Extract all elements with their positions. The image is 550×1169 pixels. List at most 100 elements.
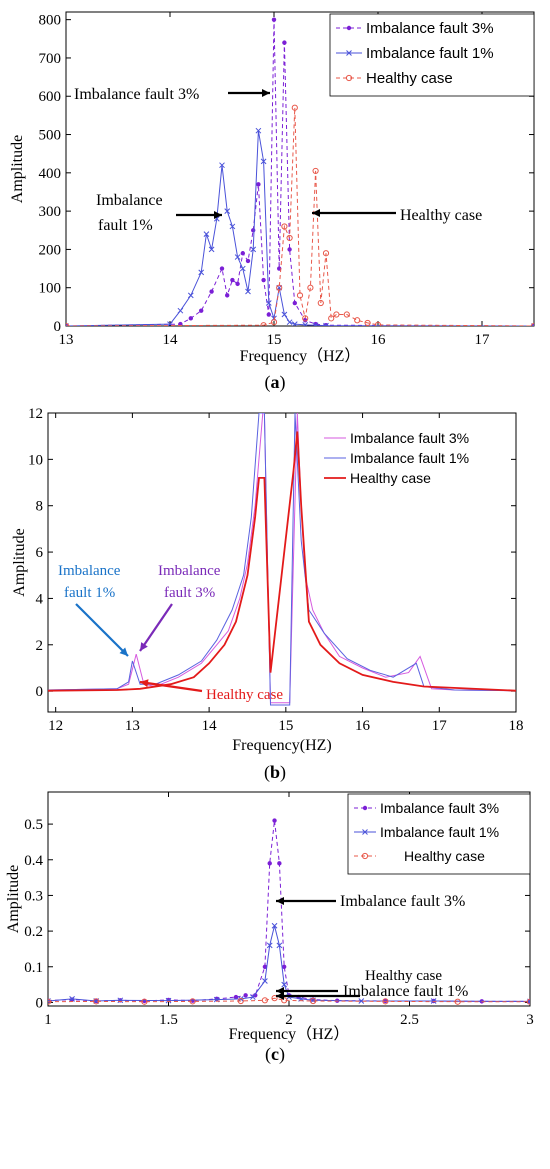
series-line-2	[48, 431, 516, 692]
legend-box	[329, 13, 535, 97]
series-point-0	[235, 281, 240, 287]
panel-caption: (a)	[265, 372, 286, 393]
y-tick-label: 500	[39, 128, 62, 144]
annotation-arrowhead	[276, 992, 284, 1000]
x-tick-label: 13	[125, 718, 140, 734]
legend-label-2: Healthy case	[404, 848, 485, 864]
series-point-2	[276, 284, 283, 291]
series-point-2	[261, 997, 268, 1004]
series-point-1	[312, 322, 319, 326]
series-point-0	[266, 312, 271, 317]
series-point-0	[199, 308, 204, 313]
series-point-0	[287, 247, 292, 252]
series-point-0	[256, 182, 261, 187]
series-group	[48, 818, 530, 1005]
series-point-2	[66, 322, 70, 326]
series-point-0	[261, 277, 266, 283]
series-line-2	[66, 107, 534, 326]
x-tick-label: 15	[267, 332, 282, 348]
series-point-1	[239, 265, 246, 272]
series-group	[66, 17, 534, 326]
series-point-1	[198, 269, 205, 276]
series-point-2	[237, 997, 244, 1005]
series-point-1	[323, 322, 329, 326]
series-point-1	[430, 998, 437, 1004]
series-point-0	[281, 964, 287, 969]
series-point-0	[262, 964, 268, 969]
series-point-2	[526, 998, 530, 1005]
series-point-0	[188, 316, 193, 321]
x-tick-label: 1	[44, 1012, 52, 1028]
series-point-2	[374, 321, 382, 326]
y-tick-label: 0	[36, 684, 44, 700]
series-point-0	[267, 861, 272, 866]
legend-label-0: Imbalance fault 3%	[366, 20, 494, 37]
annotation-text: Imbalance	[58, 563, 121, 579]
annotation-arrowhead	[262, 89, 270, 97]
x-tick-label: 16	[371, 332, 387, 348]
panel-caption: (b)	[264, 762, 286, 783]
annotation-text: Healthy case	[365, 968, 442, 984]
legend-marker-1	[362, 829, 368, 835]
y-tick-label: 700	[39, 51, 62, 67]
series-point-1	[260, 158, 267, 165]
series-point-2	[364, 319, 371, 326]
series-point-0	[225, 293, 230, 298]
series-point-2	[307, 284, 314, 291]
series-point-1	[271, 922, 278, 929]
legend-box	[318, 424, 508, 494]
series-point-0	[219, 266, 225, 271]
series-point-2	[286, 234, 293, 242]
series-point-2	[322, 250, 330, 257]
series-point-0	[277, 861, 282, 866]
series-point-0	[282, 40, 287, 45]
series-point-2	[328, 315, 335, 322]
y-tick-label: 6	[36, 545, 44, 561]
x-tick-label: 3	[526, 1012, 534, 1028]
x-axis-label: Frequency(HZ)	[232, 737, 332, 754]
series-point-2	[530, 322, 534, 326]
series-point-2	[382, 998, 389, 1005]
y-tick-label: 0	[36, 995, 44, 1011]
series-point-0	[230, 277, 235, 283]
y-tick-label: 0	[54, 319, 62, 335]
series-point-1	[208, 246, 215, 253]
annotation-arrow	[75, 603, 129, 657]
annotation-arrowhead	[119, 647, 128, 656]
series-point-2	[317, 299, 324, 307]
x-tick-label: 1.5	[159, 1012, 178, 1028]
series-point-1	[276, 942, 283, 949]
legend-box	[347, 793, 531, 875]
series-point-2	[312, 167, 319, 175]
annotation-text: Imbalance fault 3%	[74, 86, 199, 103]
y-axis-label: Amplitude	[9, 135, 26, 203]
annotation-text: Imbalance	[158, 563, 221, 579]
legend-label-0: Imbalance fault 3%	[350, 430, 469, 446]
x-axis-label: Frequency（HZ）	[240, 347, 361, 365]
series-point-0	[142, 998, 147, 1004]
x-tick-label: 2	[285, 1012, 293, 1028]
series-point-0	[272, 818, 277, 823]
series-point-2	[454, 998, 461, 1005]
x-tick-label: 12	[48, 718, 63, 734]
series-point-0	[69, 997, 75, 1002]
series-point-1	[281, 311, 288, 318]
series-point-1	[219, 162, 225, 169]
series-point-2	[302, 315, 309, 322]
panel-caption-letter: c	[271, 1044, 279, 1064]
legend-label-1: Imbalance fault 1%	[350, 450, 469, 466]
annotation-text: Imbalance fault 3%	[340, 893, 465, 910]
annotation-arrowhead	[312, 209, 320, 217]
series-point-0	[233, 994, 239, 1000]
series-point-2	[189, 998, 196, 1005]
y-tick-label: 800	[39, 13, 62, 29]
chart-panel-c: 1 1.5 2 2.5 3 0 0.1 0.2 0.3 0.4 0.5 Imbalance fault…	[5, 791, 534, 1065]
series-point-0	[303, 318, 308, 323]
plot-frame	[47, 412, 517, 713]
chart-panel-a: 13 14 15 16 17 0 100 200 300 400 500 600 700 800 Imbal…	[9, 11, 535, 393]
series-point-2	[333, 311, 340, 318]
series-point-1	[249, 994, 256, 1000]
series-point-1	[250, 246, 257, 253]
y-tick-label: 10	[28, 452, 43, 468]
